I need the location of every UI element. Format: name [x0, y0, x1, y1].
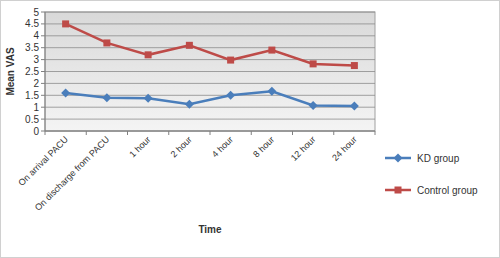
grid-line	[45, 83, 375, 84]
x-tick	[333, 131, 334, 135]
x-tick-label: 1 hour	[127, 134, 152, 159]
x-tick-label: 8 hour	[251, 134, 276, 159]
x-tick-label: 4 hour	[210, 134, 235, 159]
y-tick-label: 0	[33, 126, 39, 137]
y-tick-label: 0.5	[25, 114, 39, 125]
legend-marker	[395, 187, 402, 194]
legend-marker	[394, 154, 403, 163]
y-tick	[41, 71, 45, 72]
x-tick	[127, 131, 128, 135]
y-tick-label: 5	[33, 7, 39, 18]
x-tick-label: 2 hour	[169, 134, 194, 159]
y-tick	[41, 83, 45, 84]
y-tick-label: 2.5	[25, 66, 39, 77]
y-tick	[41, 119, 45, 120]
y-tick-label: 1	[33, 102, 39, 113]
series-line	[66, 24, 355, 66]
y-tick	[41, 59, 45, 60]
x-tick	[168, 131, 169, 135]
y-tick	[41, 23, 45, 24]
point-marker	[350, 102, 359, 111]
grid-line	[45, 47, 375, 48]
point-marker	[226, 91, 235, 100]
grid-line	[45, 59, 375, 60]
point-marker	[268, 47, 275, 54]
chart-border	[1, 1, 500, 258]
x-tick-label: 24 hour	[330, 134, 359, 163]
grid-line	[45, 23, 375, 24]
y-tick-label: 4	[33, 30, 39, 41]
x-tick	[375, 131, 376, 135]
x-axis-title: Time	[198, 224, 222, 235]
y-tick	[41, 95, 45, 96]
point-marker	[227, 57, 234, 64]
point-marker	[103, 39, 110, 46]
x-tick	[292, 131, 293, 135]
data-group	[61, 20, 359, 110]
y-tick-label: 1.5	[25, 90, 39, 101]
y-tick	[41, 131, 45, 132]
point-marker	[62, 20, 69, 27]
chart-container: 00.511.522.533.544.55On arrival PACUOn d…	[0, 0, 500, 258]
y-tick-label: 3.5	[25, 42, 39, 53]
y-axis-title: Mean VAS	[5, 47, 16, 95]
grid-line	[45, 71, 375, 72]
point-marker	[186, 42, 193, 49]
point-marker	[144, 94, 153, 103]
x-tick	[210, 131, 211, 135]
grid-line	[45, 119, 375, 120]
x-tick	[45, 131, 46, 135]
point-marker	[102, 93, 111, 102]
point-marker	[351, 62, 358, 69]
x-tick-label: On discharge from PACU	[33, 134, 111, 212]
y-tick-label: 3	[33, 54, 39, 65]
point-marker	[185, 100, 194, 109]
y-tick	[41, 12, 45, 13]
y-tick-label: 4.5	[25, 18, 39, 29]
plot-area	[45, 12, 375, 131]
y-axis	[45, 12, 46, 131]
y-tick	[41, 47, 45, 48]
grid-line	[45, 12, 375, 13]
y-tick	[41, 35, 45, 36]
point-marker	[309, 101, 318, 110]
point-marker	[61, 88, 70, 97]
y-tick	[41, 107, 45, 108]
point-marker	[145, 51, 152, 58]
x-tick	[251, 131, 252, 135]
legend-label: Control group	[417, 185, 478, 196]
point-marker	[310, 60, 317, 67]
x-tick	[86, 131, 87, 135]
x-tick-label: 12 hour	[289, 134, 318, 163]
legend-label: KD group	[417, 153, 460, 164]
point-marker	[267, 87, 276, 96]
chart-svg: 00.511.522.533.544.55On arrival PACUOn d…	[0, 0, 500, 258]
y-tick-label: 2	[33, 78, 39, 89]
